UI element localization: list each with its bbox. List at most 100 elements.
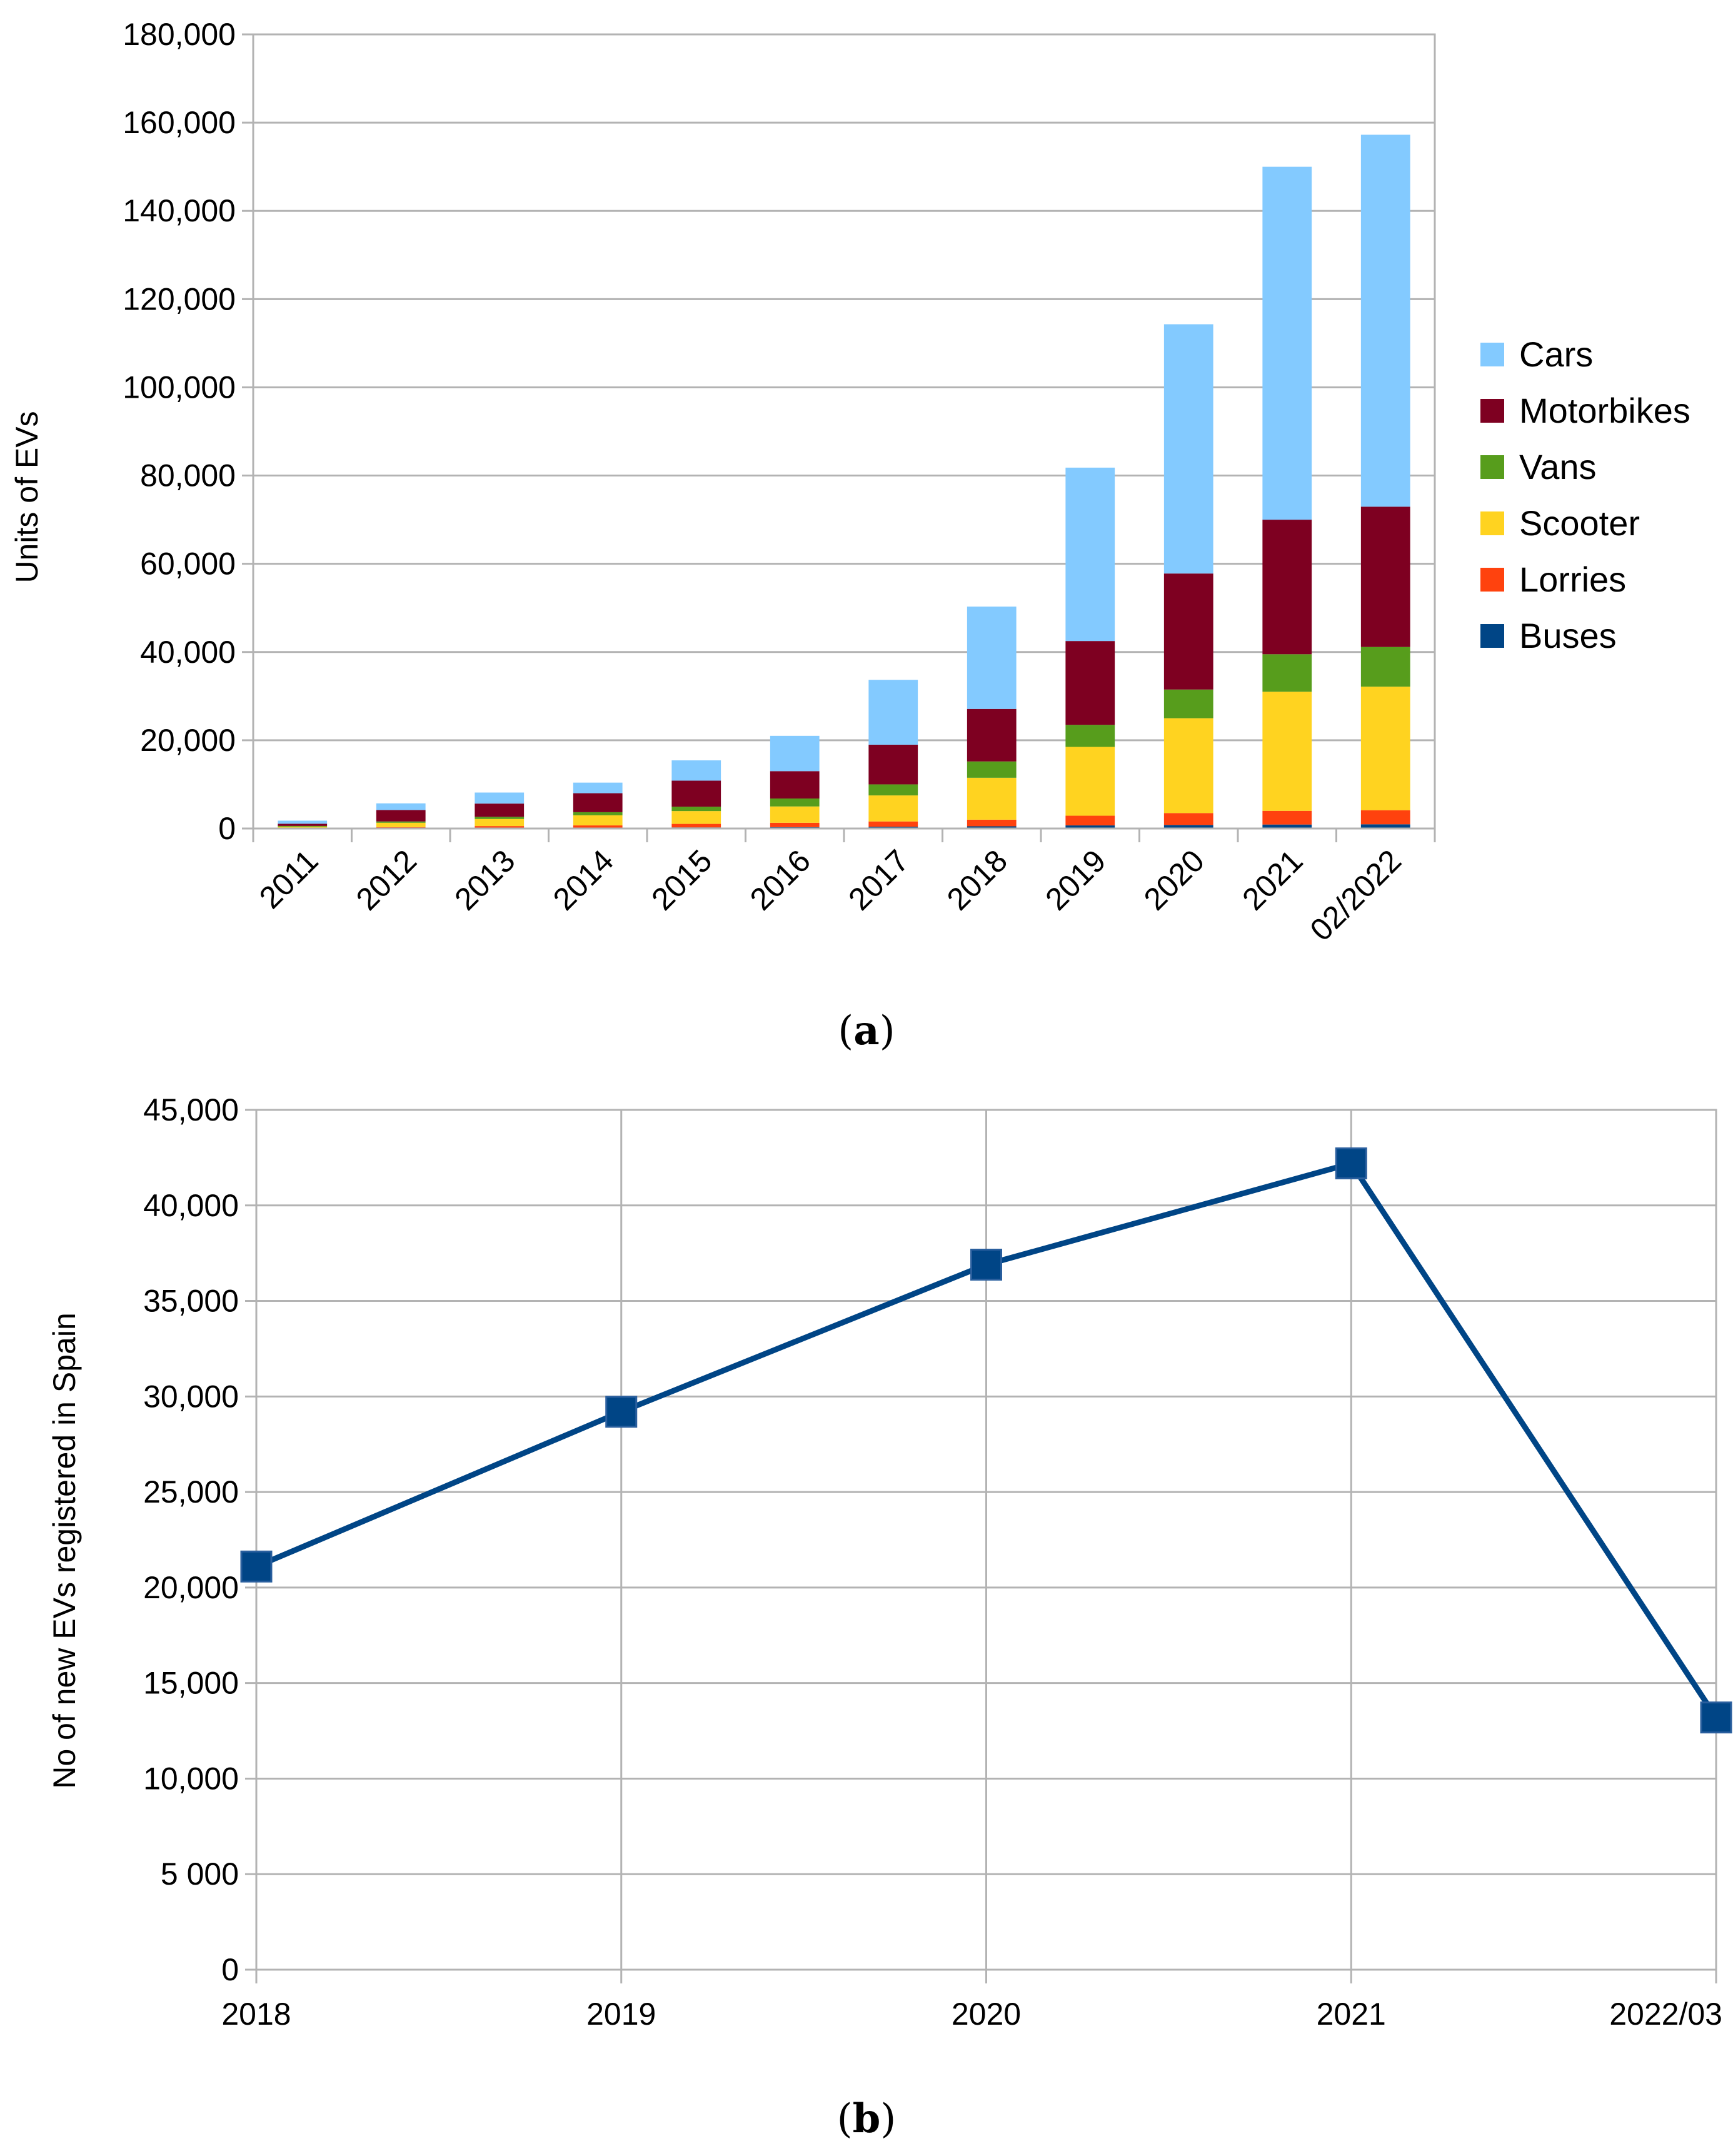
a-y-axis-title: Units of EVs	[9, 411, 44, 583]
legend-label-scooter: Scooter	[1519, 503, 1640, 543]
bar-motorbikes-2013	[475, 803, 525, 817]
bar-motorbikes-2020	[1163, 573, 1213, 690]
a-y-tick-label: 20,000	[140, 723, 236, 758]
legend-swatch-vans	[1480, 455, 1504, 479]
bar-cars-2017	[868, 680, 918, 745]
bar-motorbikes-2012	[376, 810, 426, 822]
bar-motorbikes-2018	[967, 708, 1017, 762]
b-x-tick-label: 2018	[221, 1997, 291, 2032]
bar-vans-2020	[1163, 689, 1213, 718]
bar-lorries-2013	[475, 826, 525, 828]
b-marker-2022-03	[1700, 1701, 1732, 1734]
a-y-tick-label: 100,000	[123, 370, 236, 405]
a-y-tick-label: 180,000	[123, 17, 236, 52]
b-y-tick-label: 5 000	[161, 1856, 239, 1892]
bar-scooter-2011	[278, 826, 328, 829]
bar-motorbikes-02-2022	[1360, 506, 1410, 647]
bar-motorbikes-2017	[868, 744, 918, 785]
bar-vans-2011	[278, 825, 328, 827]
bar-buses-2021	[1262, 824, 1312, 829]
a-y-tick-label: 40,000	[140, 635, 236, 670]
b-y-tick-label: 15,000	[143, 1666, 239, 1701]
b-marker-2019	[605, 1396, 638, 1428]
bar-vans-2015	[671, 807, 721, 812]
bar-buses-2018	[967, 826, 1017, 829]
bar-cars-2018	[967, 607, 1017, 709]
bar-cars-2021	[1262, 166, 1312, 520]
bar-scooter-02-2022	[1360, 687, 1410, 810]
bar-cars-2020	[1163, 324, 1213, 574]
b-x-tick-labels: 2018 2019 2020 2021 2022/03	[221, 1997, 1722, 2032]
b-y-tick-label: 45,000	[143, 1092, 239, 1127]
bar-lorries-2019	[1065, 815, 1115, 826]
b-y-tick-label: 30,000	[143, 1379, 239, 1414]
a-y-tick-label: 120,000	[123, 281, 236, 316]
a-bars	[278, 134, 1410, 829]
bar-lorries-2020	[1163, 813, 1213, 825]
bar-vans-2012	[376, 821, 426, 823]
bar-motorbikes-2014	[573, 793, 623, 812]
bar-lorries-2016	[770, 822, 820, 827]
bar-vans-2014	[573, 812, 623, 815]
bar-scooter-2012	[376, 822, 426, 827]
b-y-tick-label: 25,000	[143, 1474, 239, 1509]
a-plot-frame	[252, 33, 1436, 842]
bar-scooter-2021	[1262, 692, 1312, 811]
bar-buses-2020	[1163, 825, 1213, 829]
bar-motorbikes-2019	[1065, 641, 1115, 725]
bar-lorries-2018	[967, 819, 1017, 827]
bar-cars-2014	[573, 782, 623, 793]
bar-lorries-2014	[573, 825, 623, 828]
bar-cars-2019	[1065, 467, 1115, 642]
bar-scooter-2014	[573, 815, 623, 826]
bar-scooter-2020	[1163, 718, 1213, 814]
caption-a-letter: a	[853, 1007, 879, 1054]
bar-scooter-2017	[868, 795, 918, 822]
legend-swatch-motorbikes	[1480, 399, 1504, 423]
legend-label-motorbikes: Motorbikes	[1519, 391, 1690, 430]
legend-label-cars: Cars	[1519, 335, 1593, 374]
a-y-tick-label: 160,000	[123, 105, 236, 140]
a-legend: Cars Motorbikes Vans Scooter Lorries Buses	[1480, 335, 1690, 655]
b-marker-2018	[240, 1550, 273, 1583]
bar-lorries-2017	[868, 821, 918, 827]
legend-label-lorries: Lorries	[1519, 560, 1626, 599]
legend-swatch-cars	[1480, 343, 1504, 366]
bar-lorries-2015	[671, 824, 721, 828]
bar-cars-2013	[475, 792, 525, 804]
line-chart: 0 5 000 10,000 15,000 20,000 25,000 30,000 35,0…	[47, 1092, 1732, 2142]
bar-scooter-2018	[967, 777, 1017, 820]
b-x-tick-label: 2020	[952, 1997, 1021, 2032]
b-plot-frame	[255, 1109, 1717, 1971]
b-y-tick-label: 40,000	[143, 1188, 239, 1223]
a-y-tick-label: 60,000	[140, 547, 236, 582]
b-plot-border	[255, 1109, 1717, 1971]
bar-motorbikes-2015	[671, 780, 721, 807]
bar-vans-2017	[868, 784, 918, 796]
caption-a: (a)	[838, 1007, 895, 1054]
b-y-tick-label: 10,000	[143, 1761, 239, 1796]
bar-vans-2013	[475, 817, 525, 819]
bar-cars-2011	[278, 820, 328, 824]
a-y-tick-labels: 0 20,000 40,000 60,000 80,000 100,000 120,000 1…	[123, 17, 236, 846]
bar-cars-02-2022	[1360, 134, 1410, 507]
caption-b: (b)	[837, 2095, 897, 2142]
b-y-tick-label: 0	[221, 1952, 239, 1987]
bar-vans-2016	[770, 798, 820, 807]
bar-vans-2018	[967, 761, 1017, 778]
legend-swatch-scooter	[1480, 511, 1504, 535]
b-y-tick-label: 35,000	[143, 1284, 239, 1319]
a-y-tick-label: 140,000	[123, 193, 236, 228]
bar-vans-2021	[1262, 654, 1312, 692]
bar-scooter-2019	[1065, 747, 1115, 816]
caption-b-letter: b	[853, 2095, 881, 2142]
legend-swatch-lorries	[1480, 568, 1504, 592]
b-x-tick-label: 2022/03	[1609, 1997, 1722, 2032]
bar-buses-2019	[1065, 825, 1115, 829]
b-markers	[240, 1147, 1732, 1734]
legend-label-buses: Buses	[1519, 616, 1617, 655]
bar-lorries-02-2022	[1360, 810, 1410, 825]
bar-cars-2016	[770, 735, 820, 772]
b-y-tick-label: 20,000	[143, 1570, 239, 1605]
